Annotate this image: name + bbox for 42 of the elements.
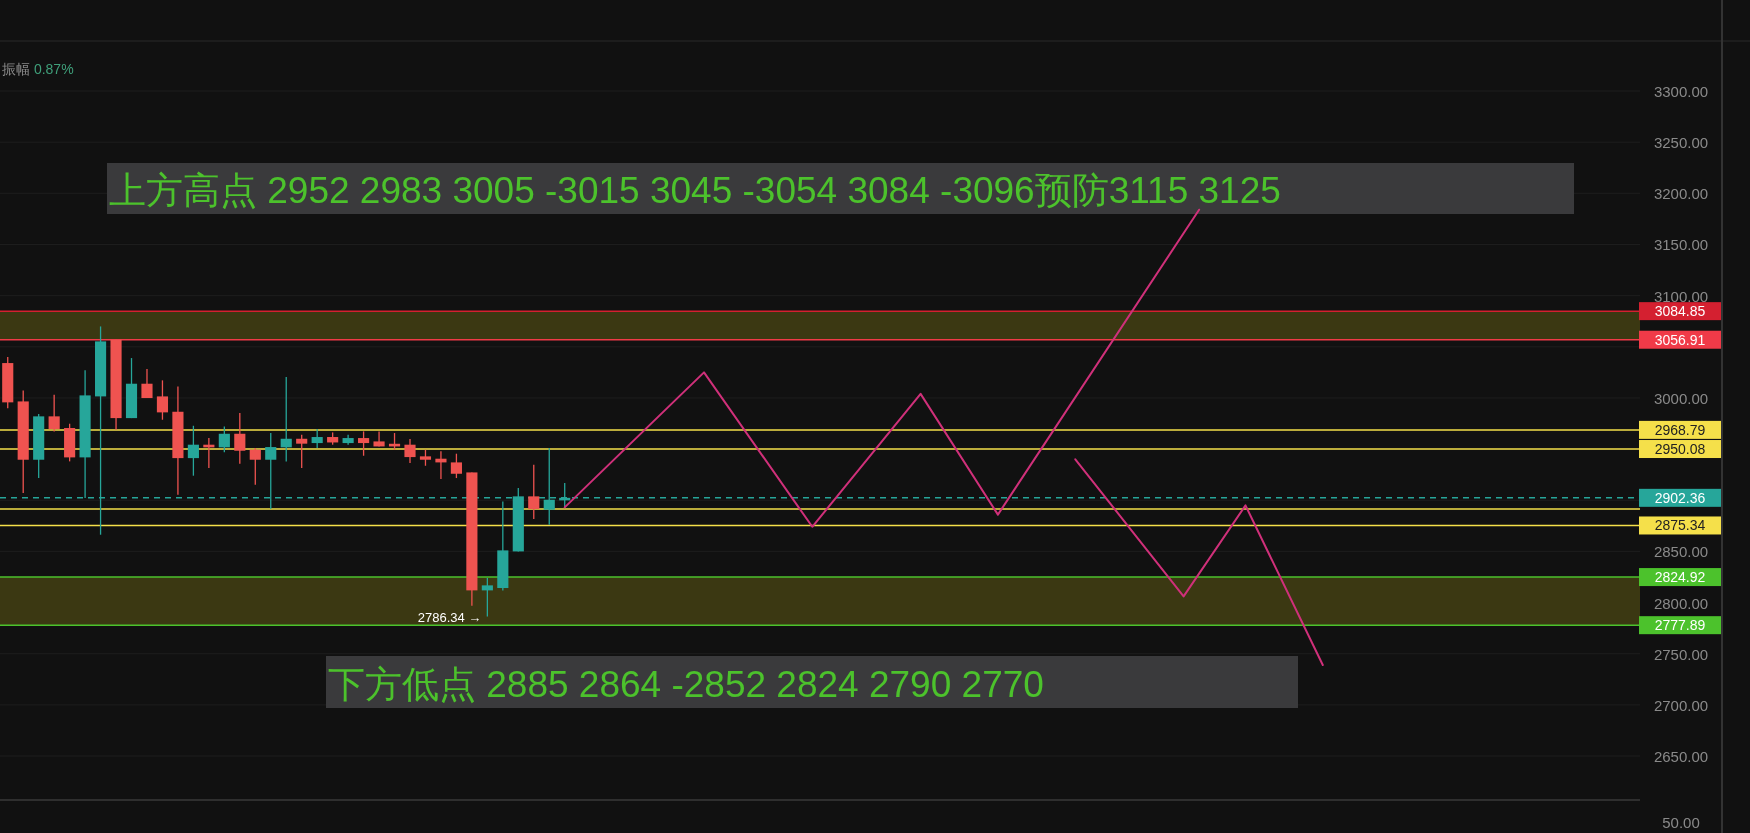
y-tick-label: 3300.00: [1653, 83, 1709, 101]
candlestick: [280, 376, 292, 463]
candlestick: [358, 430, 370, 457]
candlestick: [528, 464, 540, 520]
candlestick: [141, 368, 153, 399]
y-tick-label: 2750.00: [1653, 645, 1709, 663]
ref-line-label: 2875.34: [1654, 517, 1706, 534]
candlestick: [234, 412, 246, 465]
candlestick: [48, 394, 60, 433]
y-tick-label: 3000.00: [1653, 389, 1709, 407]
candlestick: [296, 434, 308, 469]
candlestick: [481, 577, 493, 618]
text: 50.00: [1662, 814, 1700, 831]
ref-line-label: 2902.36: [1654, 489, 1706, 506]
candlestick: [450, 453, 462, 479]
candlestick: [187, 425, 199, 477]
y-tick-label: 3200.00: [1653, 185, 1709, 203]
y-tick-label: 2650.00: [1653, 748, 1709, 766]
candlestick: [404, 438, 416, 464]
candlestick: [249, 447, 261, 486]
line-series: [563, 208, 1201, 528]
candlestick: [311, 428, 323, 449]
y-tick-label: 3150.00: [1653, 236, 1709, 254]
ref-line-label: 3084.85: [1654, 303, 1706, 320]
y-tick-label: 2800.00: [1653, 594, 1709, 612]
ref-line-label: 2968.79: [1654, 421, 1706, 438]
ref-line-label: 2777.89: [1654, 617, 1706, 634]
annotation: 2786.34 →: [417, 609, 482, 625]
annotation: 上方高点 2952 2983 3005 -3015 3045 -3054 3084 -3096预防3115 3125: [109, 170, 1281, 211]
y-tick-label: 2850.00: [1653, 543, 1709, 561]
candlestick: [156, 379, 169, 421]
ref-line-label: 3056.91: [1654, 331, 1706, 348]
candlestick: [218, 425, 230, 454]
ref-line-label: 2950.08: [1654, 441, 1706, 458]
ref-line-label: 2824.92: [1654, 569, 1706, 586]
annotation: 振幅 0.87%: [2, 61, 74, 77]
y-tick-label: 3250.00: [1653, 134, 1709, 152]
y-tick-label: 2700.00: [1653, 696, 1709, 714]
candlestick: [373, 430, 385, 448]
y-tick-label: 3100.00: [1653, 287, 1709, 305]
annotation: 下方低点 2885 2864 -2852 2824 2790 2770: [328, 664, 1044, 705]
line-series: [1074, 458, 1324, 666]
